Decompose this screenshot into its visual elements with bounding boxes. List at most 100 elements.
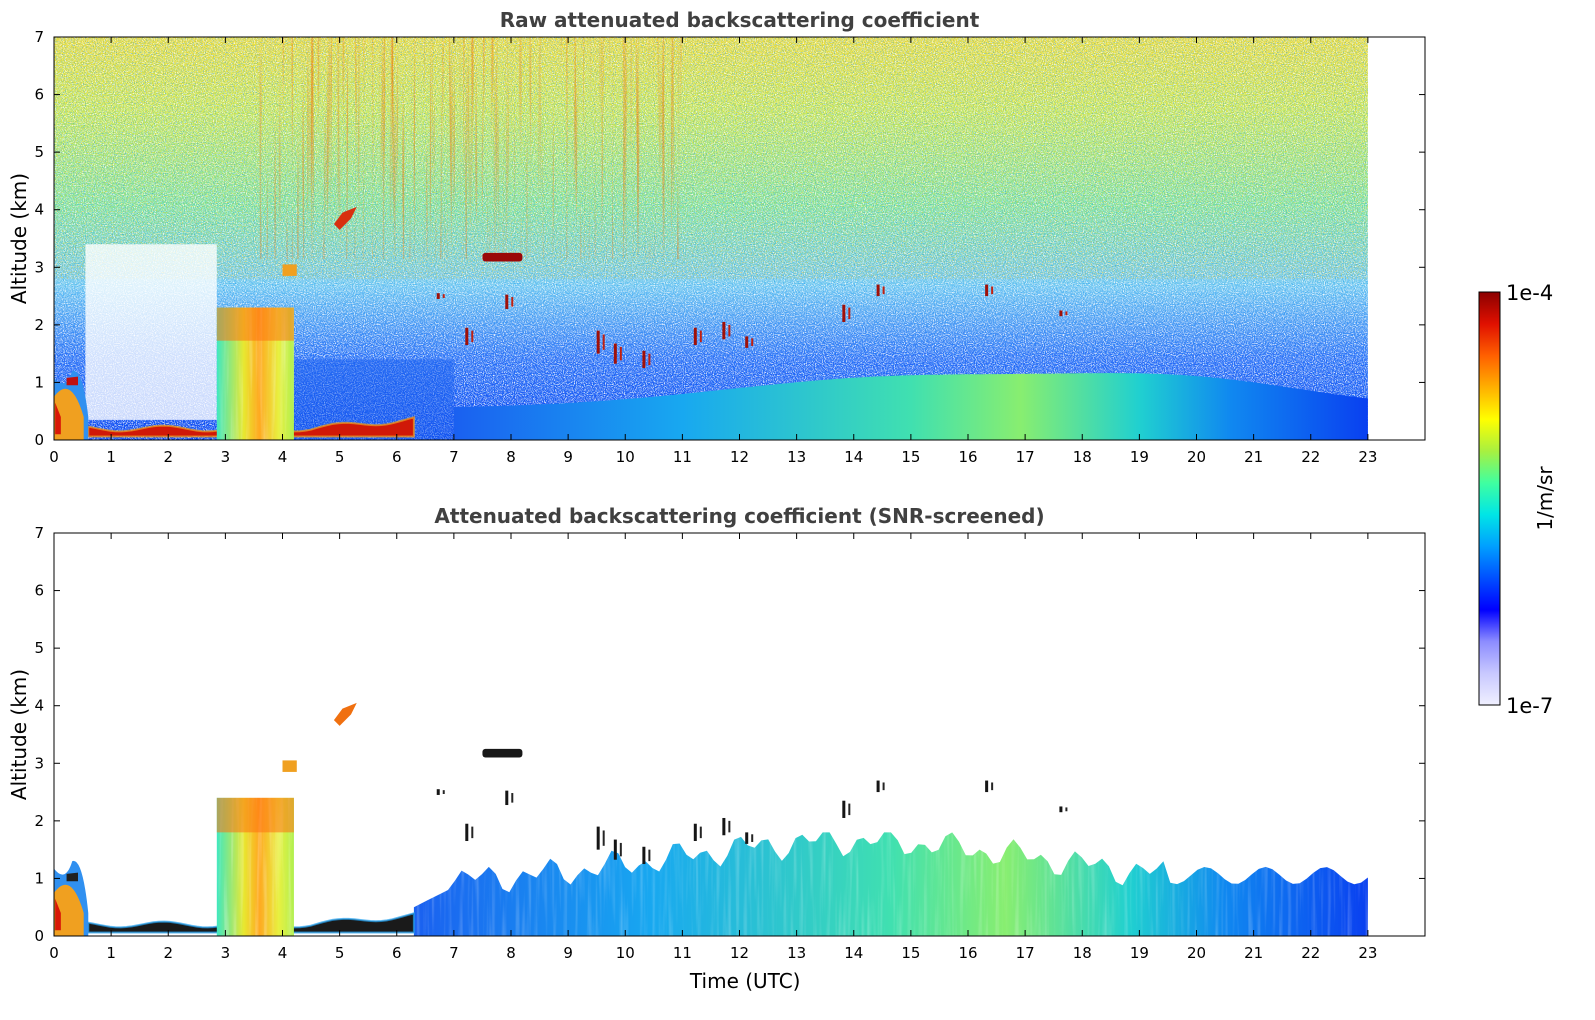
cloud-fragment	[1065, 311, 1068, 316]
x-tick-label: 7	[449, 944, 459, 962]
y-tick-label: 0	[34, 431, 44, 449]
x-tick-label: 20	[1187, 448, 1206, 466]
boundary-layer-texture	[413, 832, 1368, 936]
cloud-layer	[482, 252, 523, 262]
cloud-fragment	[991, 782, 994, 791]
x-tick-label: 10	[616, 944, 635, 962]
x-tick-label: 4	[278, 944, 288, 962]
cloud-fragment	[728, 820, 731, 833]
x-tick-label: 10	[616, 448, 635, 466]
cloud-fragment	[602, 830, 605, 846]
panel-snr-screened: Attenuated backscattering coefficient (S…	[7, 504, 1426, 993]
cloud-fragment	[1059, 806, 1063, 813]
x-tick-label: 5	[335, 944, 345, 962]
x-tick-label: 16	[958, 944, 977, 962]
cloud-fragment	[876, 284, 880, 297]
y-tick-label: 4	[34, 697, 44, 715]
x-tick-label: 6	[392, 448, 402, 466]
cloud-fragment	[728, 324, 731, 337]
x-tick-label: 15	[901, 944, 920, 962]
cloud-cap	[282, 760, 297, 772]
cloud-fragment	[991, 286, 994, 295]
cloud-fragment	[985, 780, 989, 793]
cloud-fragment	[842, 304, 846, 322]
elevated-layer	[333, 702, 357, 726]
clear-air-region	[85, 244, 217, 420]
x-tick-label: 13	[787, 944, 806, 962]
x-tick-label: 11	[673, 448, 692, 466]
boundary-layer-peak	[55, 898, 61, 931]
cloud-fragment	[642, 350, 646, 369]
cloud-fragment	[602, 334, 605, 350]
cloud-fragment	[693, 327, 697, 346]
x-tick-label: 15	[901, 448, 920, 466]
cloud-fragment	[511, 297, 514, 307]
x-tick-label: 21	[1244, 448, 1263, 466]
x-tick-label: 1	[106, 448, 116, 466]
panel-title: Attenuated backscattering coefficient (S…	[434, 504, 1044, 528]
cloud-fragment	[882, 286, 885, 295]
x-tick-label: 20	[1187, 944, 1206, 962]
panel-title: Raw attenuated backscattering coefficien…	[500, 8, 980, 32]
x-tick-label: 8	[506, 448, 516, 466]
y-tick-label: 1	[34, 869, 44, 887]
cloud-fragment	[442, 790, 445, 794]
colorbar: 1e-4 1e-7 1/m/sr	[1478, 281, 1557, 718]
cloud-fragment	[751, 338, 754, 346]
x-tick-label: 19	[1130, 448, 1149, 466]
x-tick-label: 7	[449, 448, 459, 466]
boundary-layer-core	[54, 884, 84, 936]
y-tick-label: 7	[34, 524, 44, 542]
y-tick-label: 0	[34, 927, 44, 945]
cloud-fragment	[465, 823, 469, 842]
cloud-fragment	[511, 793, 514, 803]
x-tick-label: 3	[221, 448, 231, 466]
x-tick-label: 22	[1301, 448, 1320, 466]
x-axis-label: Time (UTC)	[689, 969, 801, 993]
x-tick-label: 13	[787, 448, 806, 466]
x-tick-label: 19	[1130, 944, 1149, 962]
y-tick-label: 6	[34, 86, 44, 104]
x-tick-label: 0	[49, 944, 59, 962]
colorbar-unit-label: 1/m/sr	[1533, 466, 1557, 531]
cloud-fragment	[751, 834, 754, 842]
x-axis: 0 1 2 3 4 5 6 7 8 9 10 11 12 13 14 15 16 17 18 19 20 21 22 23	[49, 37, 1377, 466]
cloud-fragment	[505, 294, 509, 310]
x-tick-label: 5	[335, 448, 345, 466]
cloud-fragment	[619, 842, 622, 857]
cloud-fragment	[848, 307, 851, 320]
cloud-fragment	[876, 780, 880, 793]
y-tick-label: 6	[34, 582, 44, 600]
cloud-fragment	[1059, 310, 1063, 317]
x-tick-label: 2	[163, 944, 173, 962]
x-tick-label: 14	[844, 944, 863, 962]
y-axis-label: Altitude (km)	[7, 173, 31, 304]
cloud-fragment	[613, 343, 617, 364]
cloud-fragment	[642, 846, 646, 865]
cloud-fragment	[985, 284, 989, 297]
boundary-layer-core	[54, 388, 84, 440]
x-tick-label: 8	[506, 944, 516, 962]
boundary-layer-top	[66, 376, 78, 386]
cloud-fragment	[442, 294, 445, 298]
cloud-fragment	[722, 817, 726, 836]
cloud-fragment	[619, 346, 622, 361]
cloud-fragment	[648, 849, 651, 862]
y-tick-label: 5	[34, 639, 44, 657]
x-tick-label: 17	[1016, 448, 1035, 466]
x-tick-label: 16	[958, 448, 977, 466]
cloud-fragment	[596, 330, 600, 354]
cloud-fragment	[722, 321, 726, 340]
cloud-fragment	[596, 826, 600, 850]
cloud-fragment	[465, 327, 469, 346]
y-tick-label: 3	[34, 754, 44, 772]
x-tick-label: 18	[1073, 448, 1092, 466]
panel-raw: Raw attenuated backscattering coefficien…	[7, 8, 1426, 466]
cloud-column-top	[216, 797, 294, 833]
x-tick-label: 21	[1244, 944, 1263, 962]
y-tick-label: 5	[34, 143, 44, 161]
cloud-fragment	[436, 293, 440, 299]
cloud-cap	[282, 264, 297, 276]
y-tick-label: 2	[34, 812, 44, 830]
